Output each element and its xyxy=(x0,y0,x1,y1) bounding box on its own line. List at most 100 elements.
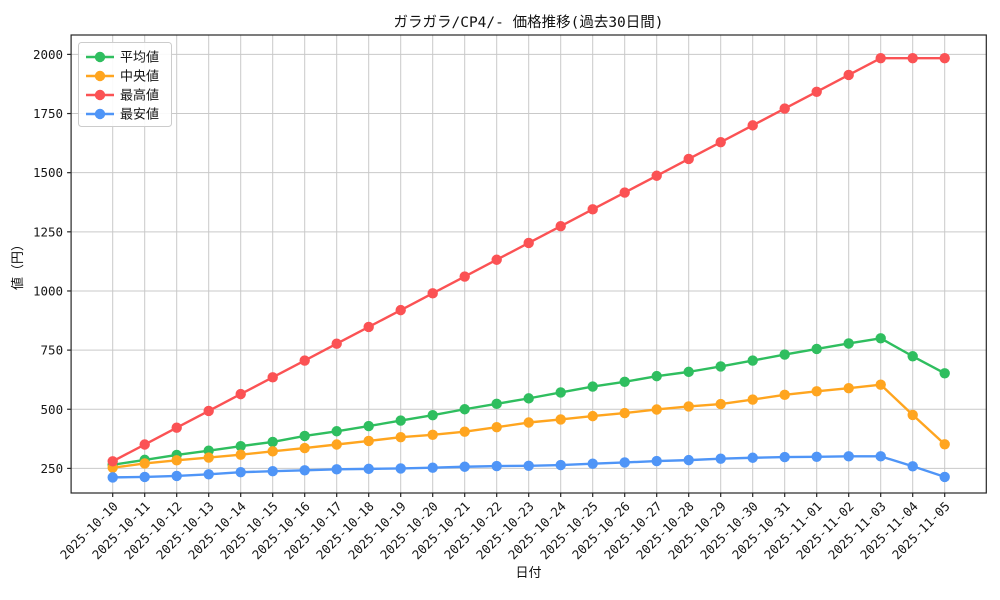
data-point-marker xyxy=(331,338,342,349)
data-point-marker xyxy=(491,460,502,472)
y-tick-label: 250 xyxy=(41,461,64,476)
data-point-marker xyxy=(843,69,854,81)
y-tick-label: 1250 xyxy=(33,224,63,239)
legend-marker-icon xyxy=(94,108,106,120)
data-point-marker xyxy=(939,439,950,450)
data-point-marker xyxy=(523,417,534,428)
data-point-marker xyxy=(427,288,438,299)
data-point-marker xyxy=(427,429,438,441)
data-point-marker xyxy=(587,204,598,215)
data-point-marker xyxy=(107,472,118,483)
data-point-marker xyxy=(619,407,630,419)
data-point-marker xyxy=(299,442,310,454)
data-point-marker xyxy=(331,439,342,450)
data-point-marker xyxy=(619,376,630,388)
axes-layer: 250500750100012501500175020002025-10-102… xyxy=(33,34,987,562)
data-point-marker xyxy=(299,465,310,476)
data-point-marker xyxy=(619,457,630,468)
data-point-marker xyxy=(843,338,854,349)
chart-title: ガラガラ/CP4/- 価格推移(過去30日間) xyxy=(393,14,663,31)
legend-item-label: 中央値 xyxy=(120,69,159,85)
y-tick-label: 750 xyxy=(41,343,64,358)
data-point-marker xyxy=(811,451,822,463)
y-tick-label: 1750 xyxy=(33,106,63,121)
data-point-marker xyxy=(267,466,278,477)
data-point-marker xyxy=(139,458,150,469)
data-point-marker xyxy=(107,456,118,467)
data-point-marker xyxy=(555,387,566,398)
y-axis-title: 値（円） xyxy=(10,238,26,290)
data-point-marker xyxy=(171,422,182,433)
data-point-marker xyxy=(939,368,950,379)
legend-marker-icon xyxy=(94,70,106,82)
data-point-marker xyxy=(395,304,406,316)
data-point-marker xyxy=(683,454,694,466)
data-point-marker xyxy=(811,86,822,97)
data-point-marker xyxy=(907,409,918,421)
data-point-marker xyxy=(203,405,214,417)
data-point-marker xyxy=(939,52,950,64)
legend-item-label: 平均値 xyxy=(120,50,159,66)
data-point-marker xyxy=(715,361,726,372)
x-axis-title: 日付 xyxy=(515,566,541,581)
data-point-marker xyxy=(235,440,246,452)
data-point-marker xyxy=(523,460,534,471)
data-point-marker xyxy=(779,451,790,463)
data-point-marker xyxy=(459,404,470,415)
data-point-marker xyxy=(907,461,918,472)
data-point-marker xyxy=(267,436,278,448)
data-point-marker xyxy=(171,470,182,482)
series-layer xyxy=(107,52,950,483)
data-point-marker xyxy=(747,120,758,131)
data-point-marker xyxy=(331,464,342,475)
data-point-marker xyxy=(907,351,918,362)
data-point-marker xyxy=(363,321,374,333)
data-point-marker xyxy=(619,187,630,198)
data-point-marker xyxy=(651,455,662,467)
data-point-marker xyxy=(779,349,790,360)
data-point-marker xyxy=(811,386,822,397)
data-point-marker xyxy=(587,381,598,392)
data-point-marker xyxy=(587,458,598,469)
data-point-marker xyxy=(715,398,726,410)
data-point-marker xyxy=(331,426,342,437)
data-point-marker xyxy=(491,254,502,265)
data-point-marker xyxy=(747,452,758,463)
y-tick-label: 2000 xyxy=(33,47,63,62)
data-point-marker xyxy=(779,389,790,401)
data-point-marker xyxy=(747,394,758,405)
data-point-marker xyxy=(427,409,438,421)
data-point-marker xyxy=(875,379,886,390)
legend-item-label: 最高値 xyxy=(120,88,159,104)
data-point-marker xyxy=(235,466,246,478)
data-point-marker xyxy=(523,393,534,404)
data-point-marker xyxy=(555,414,566,425)
data-point-marker xyxy=(843,451,854,462)
legend-marker-icon xyxy=(94,51,106,63)
data-point-marker xyxy=(587,410,598,422)
data-point-marker xyxy=(843,382,854,394)
data-point-marker xyxy=(363,435,374,447)
data-point-marker xyxy=(235,449,246,460)
data-point-marker xyxy=(683,153,694,165)
data-point-marker xyxy=(555,459,566,471)
data-point-marker xyxy=(427,462,438,473)
data-point-marker xyxy=(523,237,534,249)
legend-box xyxy=(78,42,172,127)
data-point-marker xyxy=(651,370,662,382)
data-point-marker xyxy=(267,372,278,383)
data-point-marker xyxy=(683,366,694,378)
data-point-marker xyxy=(395,415,406,426)
y-tick-label: 500 xyxy=(41,402,64,417)
data-point-marker xyxy=(459,271,470,282)
data-point-marker xyxy=(555,220,566,232)
data-point-marker xyxy=(747,355,758,366)
data-point-marker xyxy=(875,52,886,64)
data-point-marker xyxy=(459,461,470,472)
data-point-marker xyxy=(715,136,726,148)
data-point-marker xyxy=(491,422,502,433)
data-point-marker xyxy=(651,404,662,415)
data-point-marker xyxy=(235,388,246,400)
